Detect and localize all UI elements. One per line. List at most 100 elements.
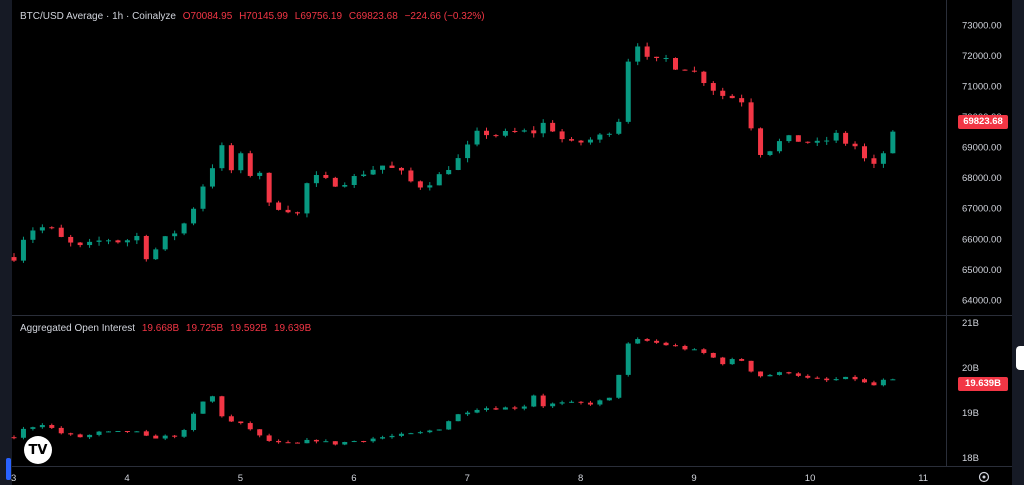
candle-body: [691, 349, 697, 351]
candle-body: [304, 439, 310, 444]
candle-body: [124, 240, 130, 243]
candle-body: [720, 357, 726, 365]
time-axis[interactable]: [12, 466, 1012, 485]
pane-divider[interactable]: [12, 315, 1012, 316]
candle-body: [521, 406, 527, 409]
candle-body: [87, 241, 93, 246]
candle-body: [814, 377, 820, 379]
candle-body: [616, 121, 622, 134]
y-tick-label: 68000.00: [962, 173, 1002, 184]
candle-body: [559, 402, 565, 404]
candle-body: [805, 141, 811, 143]
candle-body: [890, 131, 896, 154]
candle-body: [824, 140, 830, 142]
main-legend: BTC/USD Average · 1h · Coinalyze O70084.…: [20, 11, 485, 22]
legend-change: −224.66 (−0.32%): [404, 11, 485, 22]
candle-body: [455, 158, 461, 170]
x-tick-label: 9: [691, 473, 696, 484]
candle-body: [143, 235, 149, 260]
candle-body: [455, 414, 461, 422]
candle-body: [77, 242, 83, 246]
candle-body: [597, 134, 603, 140]
settings-icon[interactable]: [978, 471, 990, 483]
x-tick-label: 11: [918, 473, 928, 484]
candle-body: [512, 407, 518, 409]
candle-body: [39, 425, 45, 428]
candle-body: [162, 435, 168, 439]
last-price-tag: 69823.68: [958, 115, 1008, 130]
candle-body: [304, 183, 310, 214]
tradingview-logo[interactable]: TV: [24, 436, 52, 464]
legend-low: L69756.19: [294, 11, 343, 22]
x-tick-label: 3: [11, 473, 16, 484]
candle-body: [370, 438, 376, 442]
candle-body: [238, 421, 244, 424]
y-tick-label: 65000.00: [962, 265, 1002, 276]
candle-body: [408, 170, 414, 182]
candle-body: [862, 379, 867, 383]
candle-body: [578, 140, 584, 143]
legend-open: O70084.95: [182, 11, 233, 22]
candle-body: [276, 440, 282, 443]
right-panel-handle[interactable]: [1016, 346, 1024, 370]
candle-body: [285, 442, 291, 444]
candle-body: [295, 442, 300, 444]
candle-body: [786, 372, 792, 374]
candle-body: [474, 409, 480, 413]
candle-body: [247, 423, 253, 430]
legend-close: C69823.68: [348, 11, 398, 22]
candle-body: [30, 427, 36, 429]
y-tick-label: 21B: [962, 318, 979, 329]
candle-body: [767, 151, 773, 155]
y-tick-label: 18B: [962, 453, 979, 464]
candle-body: [49, 425, 55, 428]
candle-body: [654, 56, 660, 59]
candle-body: [209, 168, 215, 187]
candle-body: [880, 153, 886, 164]
candle-body: [880, 379, 886, 386]
candle-body: [200, 401, 206, 414]
candle-body: [758, 371, 764, 377]
y-tick-label: 69000.00: [962, 143, 1002, 154]
candle-body: [739, 98, 745, 103]
candle-body: [87, 434, 93, 438]
candle-body: [569, 401, 575, 403]
candle-body: [493, 135, 499, 137]
candle-body: [172, 435, 178, 437]
y-tick-label: 73000.00: [962, 21, 1002, 32]
candle-body: [625, 61, 631, 122]
left-toolbar-handle[interactable]: [6, 458, 11, 480]
candle-body: [77, 434, 83, 438]
oi-legend-title: Aggregated Open Interest: [20, 323, 136, 334]
candle-body: [682, 69, 688, 71]
candle-body: [115, 431, 121, 433]
candle-body: [635, 339, 641, 344]
candle-body: [493, 408, 499, 410]
oi-legend-v2: 19.725B: [185, 323, 224, 334]
candle-body: [852, 143, 858, 147]
candle-body: [833, 132, 839, 141]
candle-body: [398, 433, 404, 436]
candle-body: [805, 375, 811, 378]
candle-body: [540, 122, 546, 134]
candle-body: [587, 139, 593, 143]
y-tick-label: 67000.00: [962, 204, 1002, 215]
candle-body: [635, 46, 641, 62]
candle-body: [824, 378, 830, 381]
y-tick-label: 72000.00: [962, 51, 1002, 62]
candle-body: [153, 249, 159, 260]
candle-body: [332, 177, 338, 187]
candle-body: [68, 236, 74, 243]
candle-body: [200, 186, 206, 209]
candle-body: [710, 83, 716, 91]
candle-body: [833, 379, 839, 381]
candle-body: [786, 135, 792, 142]
candle-body: [323, 441, 329, 443]
candle-body: [370, 169, 376, 175]
candle-body: [550, 122, 556, 132]
y-tick-label: 20B: [962, 363, 979, 374]
chart-canvas[interactable]: [12, 0, 946, 466]
candle-body: [862, 146, 867, 159]
candle-body: [890, 379, 896, 381]
candle-body: [559, 131, 565, 140]
